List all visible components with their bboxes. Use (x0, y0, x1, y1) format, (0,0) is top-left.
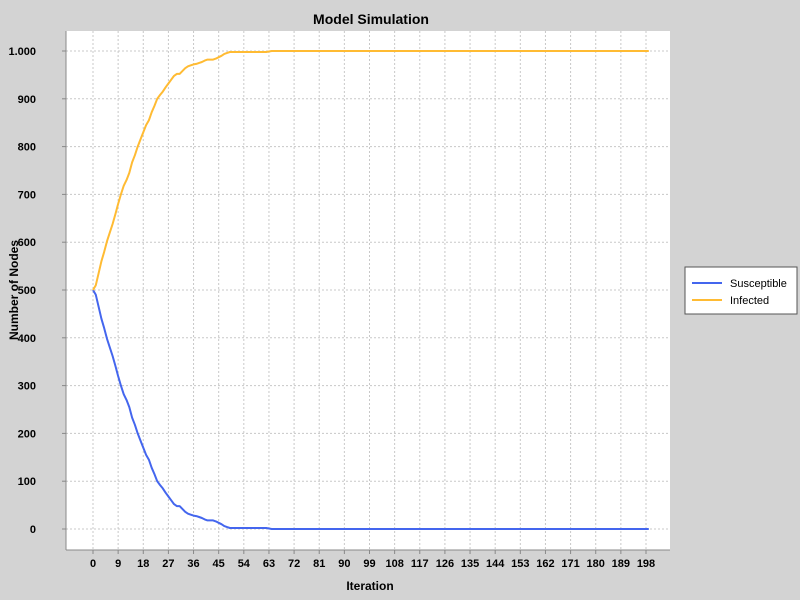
x-tick-label: 198 (637, 558, 655, 570)
x-tick-label: 189 (612, 558, 630, 570)
x-tick-label: 108 (385, 558, 403, 570)
chart-title: Model Simulation (313, 11, 429, 27)
y-axis: 0 100 200 300 400 500 600 700 800 900 1.000 (8, 31, 67, 550)
y-tick-label: 300 (18, 381, 36, 393)
y-axis-label: Number of Nodes (7, 240, 21, 340)
x-tick-label: 27 (162, 558, 174, 570)
x-tick-label: 45 (213, 558, 225, 570)
x-tick-label: 54 (238, 558, 251, 570)
x-tick-label: 126 (436, 558, 454, 570)
x-tick-label: 0 (90, 558, 96, 570)
x-tick-label: 90 (338, 558, 350, 570)
y-tick-label: 600 (18, 237, 36, 249)
x-axis-label: Iteration (346, 579, 393, 593)
x-tick-label: 171 (561, 558, 579, 570)
series-line-infected (92, 50, 649, 291)
legend-label-susceptible: Susceptible (730, 278, 787, 290)
x-axis: 0 9 18 27 36 45 54 63 72 81 90 99 108 117 126 135 144 153… (66, 549, 670, 570)
y-tick-label: 500 (18, 285, 36, 297)
y-tick-label: 900 (18, 94, 36, 106)
y-tick-label: 400 (18, 333, 36, 345)
series-line-susceptible (92, 289, 649, 530)
legend: Susceptible Infected (684, 266, 798, 315)
x-tick-label: 36 (187, 558, 199, 570)
y-tick-label: 200 (18, 428, 36, 440)
legend-label-infected: Infected (730, 295, 769, 307)
y-tick-label: 100 (18, 476, 36, 488)
y-tick-label: 800 (18, 142, 36, 154)
y-tick-label: 700 (18, 189, 36, 201)
x-tick-label: 81 (313, 558, 325, 570)
y-tick-label: 1.000 (8, 46, 36, 58)
legend-box (684, 266, 798, 315)
x-tick-label: 162 (536, 558, 554, 570)
x-tick-label: 18 (137, 558, 149, 570)
x-tick-label: 99 (363, 558, 375, 570)
x-tick-label: 153 (511, 558, 529, 570)
y-tick-label: 0 (30, 524, 36, 536)
x-tick-label: 9 (115, 558, 121, 570)
x-tick-label: 72 (288, 558, 300, 570)
x-tick-label: 135 (461, 558, 479, 570)
x-tick-label: 180 (587, 558, 605, 570)
x-tick-label: 144 (486, 558, 505, 570)
x-tick-label: 63 (263, 558, 275, 570)
x-tick-label: 117 (411, 558, 429, 570)
series-group (92, 50, 649, 530)
